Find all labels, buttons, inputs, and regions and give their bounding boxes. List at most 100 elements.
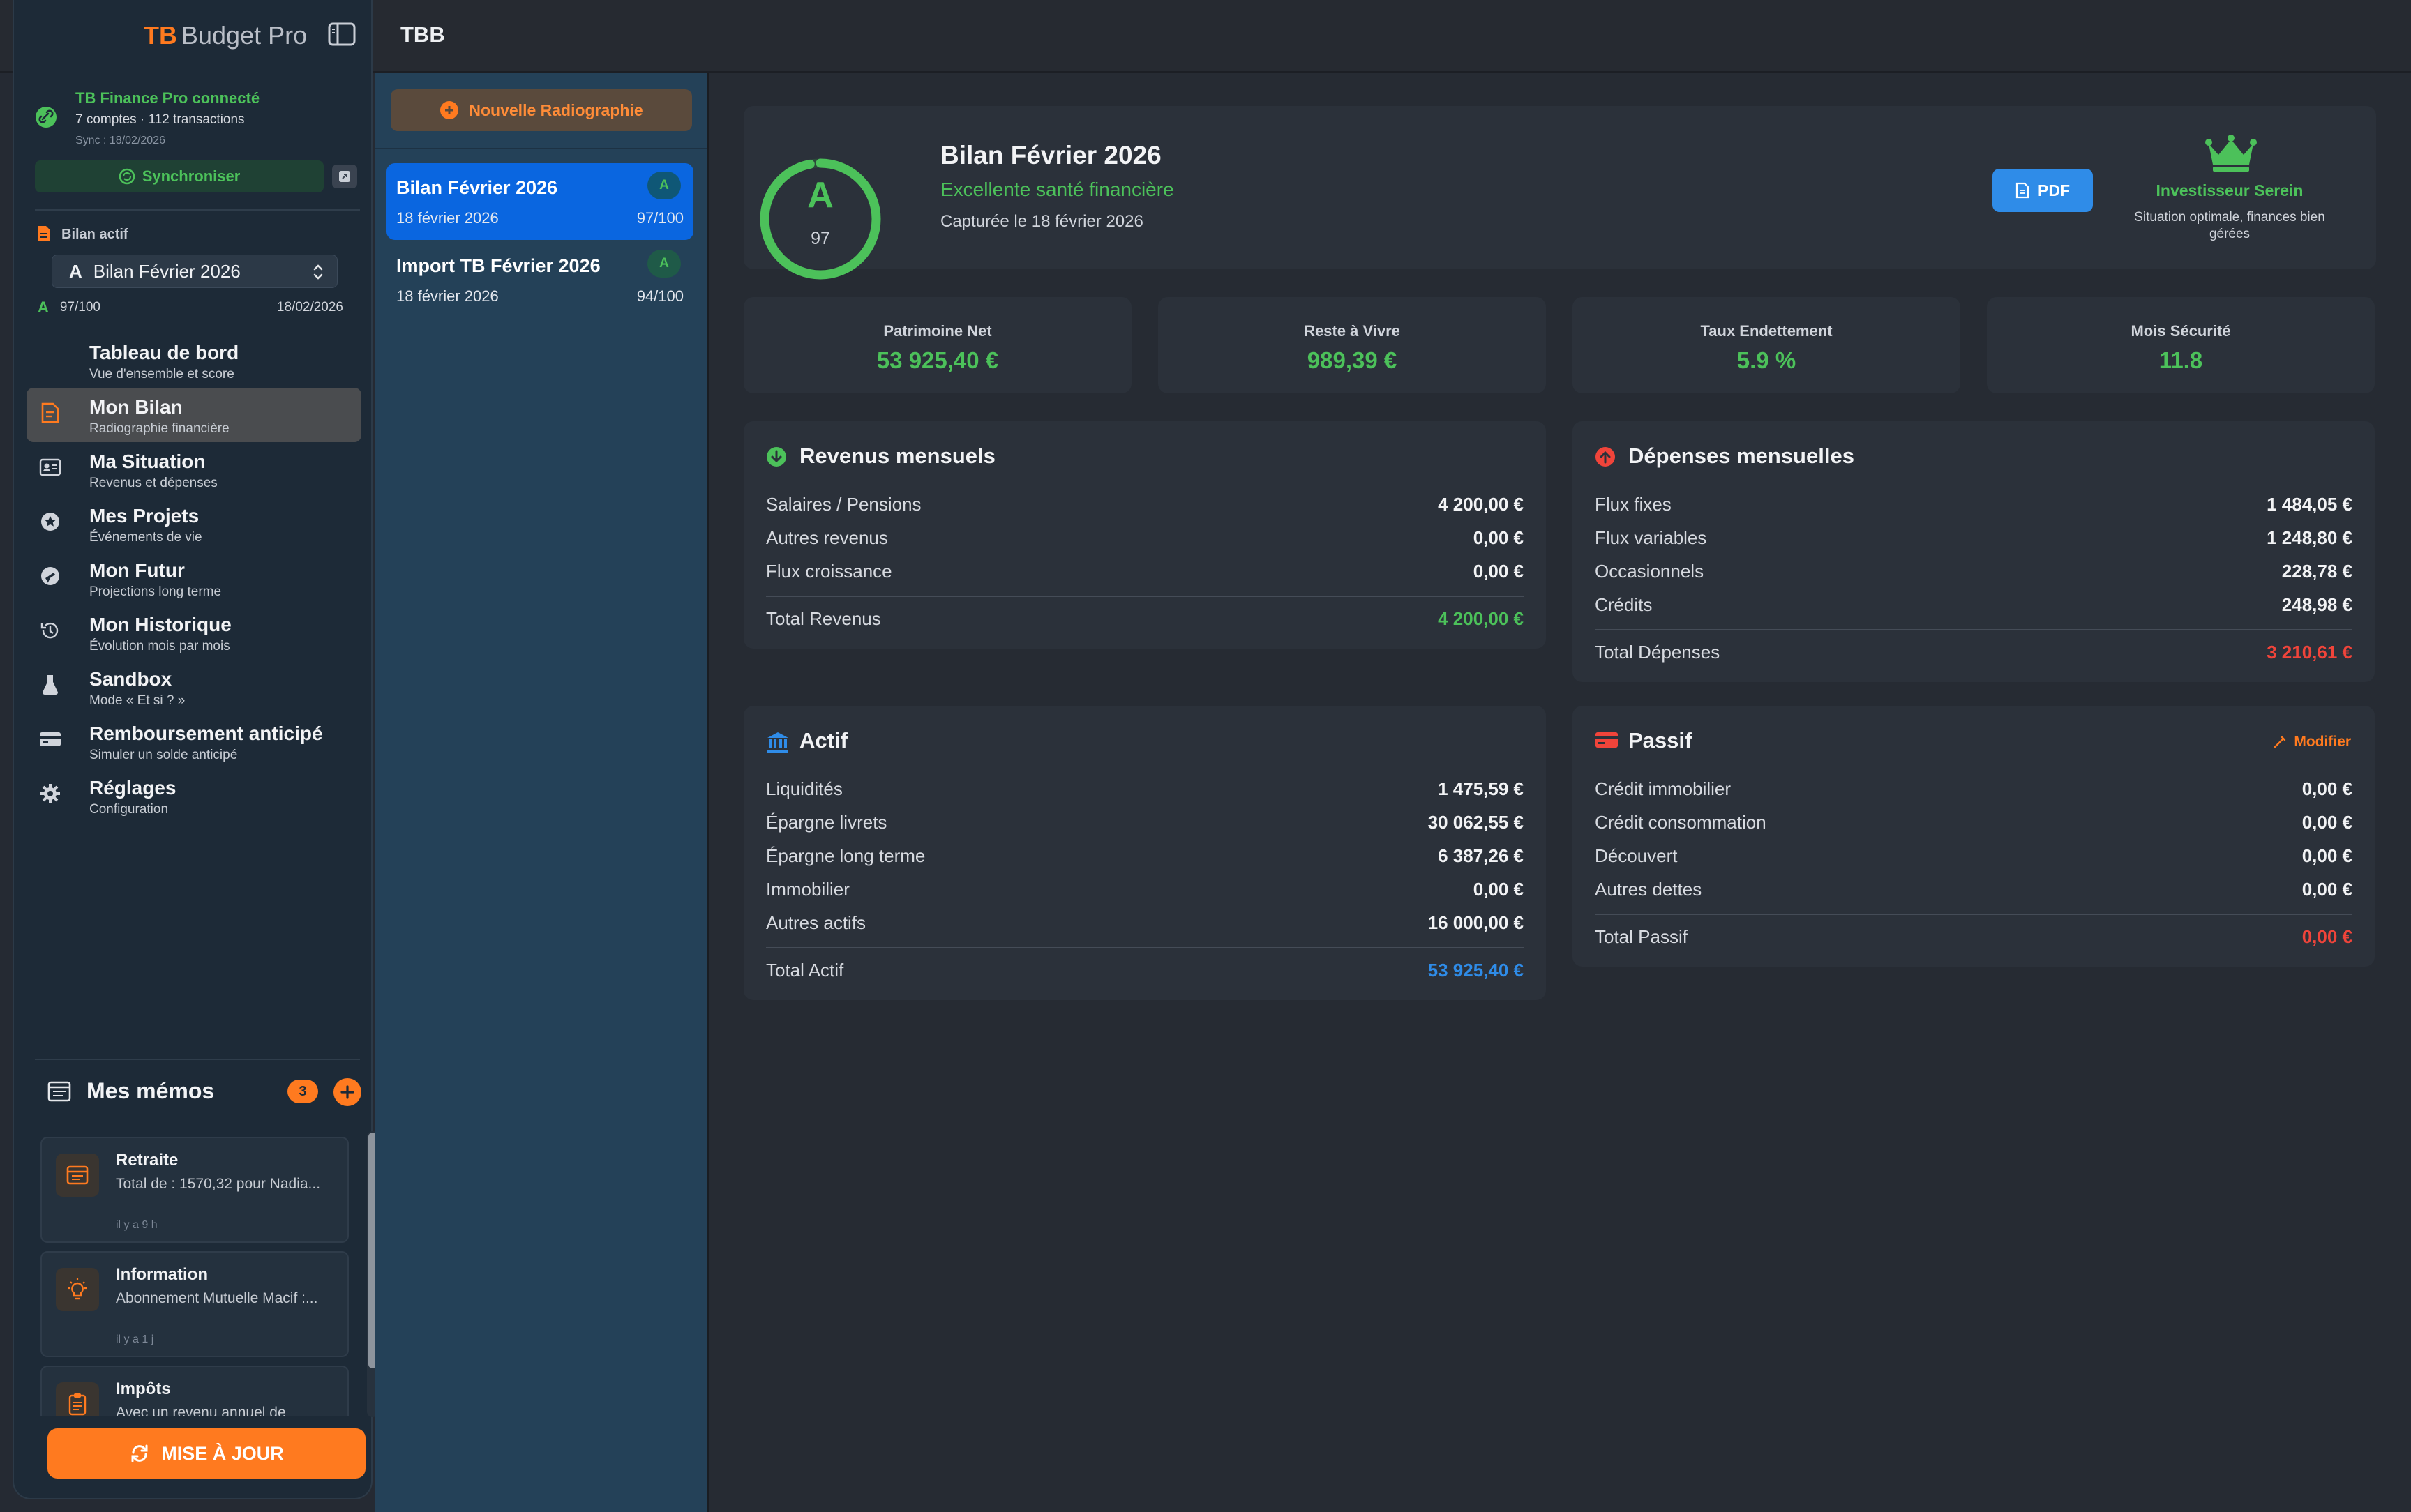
row-value: 0,00 €: [2301, 879, 2352, 900]
divider: [766, 947, 1524, 948]
table-row: Flux variables 1 248,80 €: [1595, 522, 2352, 555]
sidebar-item-sublabel: Revenus et dépenses: [89, 476, 218, 490]
profile-badge-description: Situation optimale, finances bien gérées: [2134, 210, 2325, 241]
active-bilan-score: A 97/100: [38, 298, 100, 317]
memo-card[interactable]: Information Abonnement Mutuelle Macif :.…: [40, 1251, 349, 1357]
sidebar-item-mon-futur[interactable]: Mon Futur Projections long terme: [27, 551, 361, 605]
bilan-capture-date: Capturée le 18 février 2026: [940, 212, 1143, 231]
row-value: 0,00 €: [2301, 812, 2352, 833]
table-row: Autres dettes 0,00 €: [1595, 873, 2352, 907]
sidebar-item-tableau-de-bord[interactable]: Tableau de bord Vue d'ensemble et score: [27, 333, 361, 388]
id-card-icon: [39, 456, 61, 478]
edit-passif-button[interactable]: Modifier: [2273, 734, 2351, 750]
add-memo-button[interactable]: [333, 1078, 361, 1106]
star-badge-icon: [39, 511, 61, 533]
sidebar-item-label: Mon Futur: [89, 559, 185, 581]
total-label: Total Dépenses: [1595, 642, 1720, 663]
total-label: Total Revenus: [766, 608, 881, 629]
kpi-patrimoine-net: Patrimoine Net 53 925,40 €: [744, 297, 1132, 393]
new-radiography-button[interactable]: Nouvelle Radiographie: [391, 89, 692, 131]
row-label: Flux variables: [1595, 527, 1707, 548]
sidebar-item-label: Mon Bilan: [89, 396, 183, 418]
telescope-icon: [39, 565, 61, 587]
total-value: 0,00 €: [2301, 926, 2352, 947]
document-icon: [36, 225, 52, 243]
table-row: Autres actifs 16 000,00 €: [766, 907, 1524, 940]
memo-card[interactable]: Impôts Avec un revenu annuel de: [40, 1366, 349, 1416]
chevron-updown-icon: [312, 262, 324, 282]
row-value: 6 387,26 €: [1438, 845, 1524, 866]
title-bar: TBB: [0, 0, 2411, 73]
passif-card: Passif Modifier Crédit immobilier 0,00 € …: [1572, 706, 2375, 967]
credit-card-icon: [39, 728, 61, 750]
total-value: 53 925,40 €: [1427, 960, 1524, 981]
sidebar-item-mes-projets[interactable]: Mes Projets Événements de vie: [27, 497, 361, 551]
card-title: Actif: [799, 728, 848, 753]
bilan-health-status: Excellente santé financière: [940, 179, 1174, 200]
active-bilan-label: Bilan actif: [61, 227, 128, 242]
bilan-item-date: 18 février 2026: [396, 287, 499, 305]
active-bilan-select[interactable]: A Bilan Février 2026: [52, 255, 338, 288]
total-label: Total Actif: [766, 960, 844, 981]
card-rows: Salaires / Pensions 4 200,00 € Autres rev…: [766, 488, 1524, 636]
scrollbar-thumb[interactable]: [368, 1133, 377, 1368]
row-label: Liquidités: [766, 778, 843, 799]
profile-badge-title: Investisseur Serein: [2156, 181, 2304, 199]
sidebar-item-remboursement-anticipe[interactable]: Remboursement anticipé Simuler un solde …: [27, 714, 361, 769]
bilan-item-grade: A: [647, 250, 681, 278]
table-row: Occasionnels 228,78 €: [1595, 555, 2352, 589]
row-label: Autres revenus: [766, 527, 888, 548]
sidebar-item-label: Tableau de bord: [89, 342, 239, 363]
row-label: Découvert: [1595, 845, 1678, 866]
memo-time: il y a 1 j: [116, 1333, 154, 1345]
memo-title: Retraite: [116, 1151, 179, 1170]
sync-button[interactable]: Synchroniser: [35, 160, 324, 192]
table-row: Liquidités 1 475,59 €: [766, 773, 1524, 806]
update-button[interactable]: MISE À JOUR: [47, 1428, 366, 1479]
sidebar-item-sublabel: Vue d'ensemble et score: [89, 367, 234, 381]
row-label: Occasionnels: [1595, 561, 1704, 582]
sidebar-item-ma-situation[interactable]: Ma Situation Revenus et dépenses: [27, 442, 361, 497]
memo-title: Information: [116, 1265, 208, 1284]
revenus-card: Revenus mensuels Salaires / Pensions 4 20…: [744, 421, 1546, 649]
external-link-icon: [339, 171, 350, 182]
brand-name: Budget Pro: [181, 21, 308, 50]
sidebar-item-sublabel: Événements de vie: [89, 530, 202, 545]
pdf-export-button[interactable]: PDF: [1992, 169, 2093, 212]
open-external-button[interactable]: [332, 165, 357, 188]
card-title: Revenus mensuels: [799, 444, 996, 468]
row-value: 0,00 €: [1473, 527, 1524, 548]
history-icon: [39, 619, 61, 642]
total-label: Total Passif: [1595, 926, 1688, 947]
total-value: 3 210,61 €: [2267, 642, 2352, 663]
kpi-value: 11.8: [2158, 347, 2203, 373]
bilan-list-item[interactable]: Bilan Février 2026 A 18 février 2026 97/…: [386, 163, 693, 240]
sidebar-item-reglages[interactable]: Réglages Configuration: [27, 769, 361, 823]
link-icon: [35, 106, 57, 128]
sidebar-item-mon-historique[interactable]: Mon Historique Évolution mois par mois: [27, 605, 361, 660]
kpi-reste-a-vivre: Reste à Vivre 989,39 €: [1158, 297, 1546, 393]
total-row: Total Passif 0,00 €: [1595, 921, 2352, 954]
table-row: Crédit immobilier 0,00 €: [1595, 773, 2352, 806]
memo-list: Retraite Total de : 1570,32 pour Nadia..…: [40, 1137, 349, 1416]
bilan-item-date: 18 février 2026: [396, 209, 499, 227]
row-label: Flux croissance: [766, 561, 892, 582]
bilan-item-title: Bilan Février 2026: [396, 177, 558, 198]
sidebar-item-sandbox[interactable]: Sandbox Mode « Et si ? »: [27, 660, 361, 714]
main-content: A 97 Bilan Février 2026 Excellente santé…: [709, 73, 2411, 1512]
card-rows: Liquidités 1 475,59 € Épargne livrets 30 0…: [766, 773, 1524, 988]
sidebar-item-label: Réglages: [89, 777, 176, 799]
memo-card[interactable]: Retraite Total de : 1570,32 pour Nadia..…: [40, 1137, 349, 1243]
flask-icon: [39, 674, 61, 696]
bilan-list-item[interactable]: Import TB Février 2026 A 18 février 2026…: [386, 241, 693, 318]
bilan-title: Bilan Février 2026: [940, 141, 1162, 169]
sidebar-item-label: Remboursement anticipé: [89, 723, 323, 744]
row-label: Épargne livrets: [766, 812, 887, 833]
card-rows: Crédit immobilier 0,00 € Crédit consommat…: [1595, 773, 2352, 954]
table-row: Crédits 248,98 €: [1595, 589, 2352, 622]
kpi-label: Reste à Vivre: [1304, 322, 1400, 340]
row-label: Salaires / Pensions: [766, 494, 922, 515]
memos-title: Mes mémos: [87, 1078, 215, 1103]
sidebar-toggle-icon[interactable]: [328, 22, 356, 46]
sidebar-item-mon-bilan[interactable]: Mon Bilan Radiographie financière: [27, 388, 361, 442]
